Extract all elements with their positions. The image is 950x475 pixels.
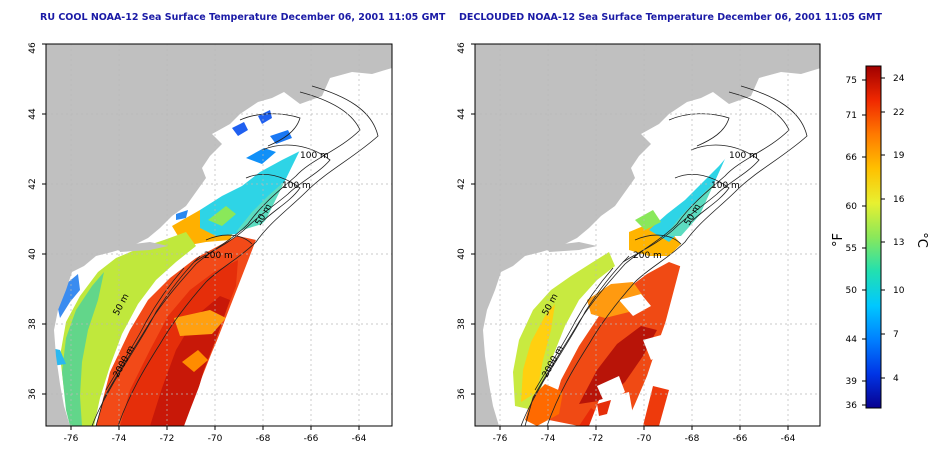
- lat-tick-label: 42: [28, 178, 38, 189]
- colorbar-ticks: [862, 77, 885, 406]
- fahrenheit-tick-label: 44: [846, 335, 858, 345]
- fahrenheit-tick-label: 36: [846, 401, 858, 411]
- lat-tick-label: 38: [457, 318, 467, 330]
- left-map-frame: [45, 43, 393, 427]
- lat-tick-label: 44: [457, 108, 467, 120]
- fahrenheit-tick-label: 60: [846, 202, 858, 212]
- lon-tick-label: -68: [685, 434, 700, 444]
- temperature-colorbar: 75 71 66 60 55 50 44 39 36 24 22 19 16 1…: [831, 65, 929, 411]
- celsius-tick-label: 22: [893, 108, 904, 118]
- celsius-tick-label: 24: [893, 74, 905, 84]
- celsius-tick-label: 19: [893, 151, 905, 161]
- y-axis: 36 38 40 42 44 46: [457, 42, 475, 400]
- left-map-panel: 100 m 100 m 50 m 200 m 50 m 2000 m -76 -…: [28, 42, 393, 444]
- contour-label: 200 m: [633, 251, 662, 261]
- y-axis: 36 38 40 42 44 46: [28, 42, 46, 400]
- lat-tick-label: 36: [28, 388, 38, 400]
- declouded-sst-field: [513, 86, 731, 426]
- lat-tick-label: 38: [28, 318, 38, 330]
- x-axis: -76 -74 -72 -70 -68 -66 -64: [493, 426, 796, 444]
- lon-tick-label: -64: [781, 434, 796, 444]
- lon-tick-label: -64: [352, 434, 367, 444]
- right-map-title: DECLOUDED NOAA-12 Sea Surface Temperatur…: [459, 12, 882, 23]
- no-data-region: [635, 120, 820, 426]
- fahrenheit-tick-label: 39: [846, 377, 858, 387]
- right-map-frame: [474, 43, 821, 427]
- contour-label: 100 m: [282, 181, 311, 191]
- no-data-region: [184, 120, 392, 426]
- colorbar-gradient: [865, 65, 882, 409]
- celsius-tick-label: 10: [893, 286, 905, 296]
- fahrenheit-tick-label: 71: [846, 111, 857, 121]
- lat-tick-label: 46: [28, 42, 38, 54]
- lat-tick-label: 42: [457, 178, 467, 189]
- x-axis: -76 -74 -72 -70 -68 -66 -64: [64, 426, 367, 444]
- celsius-tick-label: 4: [893, 374, 899, 384]
- lon-tick-label: -74: [112, 434, 127, 444]
- lon-tick-label: -68: [256, 434, 271, 444]
- fahrenheit-tick-label: 75: [846, 76, 857, 86]
- contour-label: 100 m: [711, 181, 740, 191]
- celsius-tick-label: 13: [893, 238, 904, 248]
- lon-tick-label: -70: [208, 434, 223, 444]
- lon-tick-label: -74: [541, 434, 556, 444]
- right-map-panel: 100 m 100 m 50 m 200 m 50 m 2000 m -76 -…: [457, 42, 821, 444]
- celsius-tick-label: 7: [893, 330, 899, 340]
- lat-tick-label: 40: [28, 248, 38, 260]
- lon-tick-label: -70: [637, 434, 652, 444]
- contour-label: 200 m: [204, 251, 233, 261]
- lat-tick-label: 44: [28, 108, 38, 120]
- lon-tick-label: -76: [64, 434, 79, 444]
- lon-tick-label: -76: [493, 434, 508, 444]
- lon-tick-label: -66: [733, 434, 748, 444]
- lon-tick-label: -72: [589, 434, 604, 444]
- lat-tick-label: 46: [457, 42, 467, 54]
- celsius-tick-label: 16: [893, 195, 905, 205]
- fahrenheit-tick-label: 66: [846, 153, 858, 163]
- lon-tick-label: -66: [304, 434, 319, 444]
- lat-tick-label: 36: [457, 388, 467, 400]
- fahrenheit-tick-label: 55: [846, 244, 857, 254]
- contour-label: 100 m: [729, 151, 758, 161]
- lat-tick-label: 40: [457, 248, 467, 260]
- contour-label: 100 m: [300, 151, 329, 161]
- fahrenheit-tick-label: 50: [846, 286, 858, 296]
- left-map-title: RU COOL NOAA-12 Sea Surface Temperature …: [40, 12, 446, 23]
- celsius-unit-label: °C: [914, 232, 929, 248]
- lon-tick-label: -72: [160, 434, 175, 444]
- fahrenheit-unit-label: °F: [831, 233, 846, 247]
